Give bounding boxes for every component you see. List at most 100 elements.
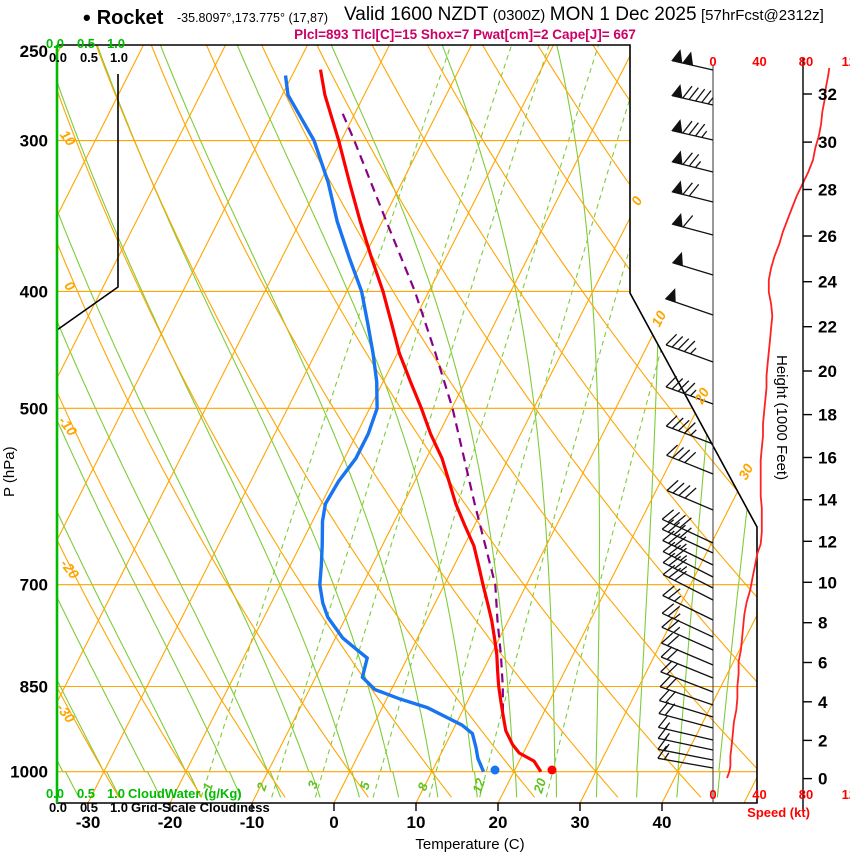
valid-zulu: (0300Z): [492, 7, 546, 24]
svg-text:0: 0: [329, 813, 338, 832]
svg-text:40: 40: [653, 813, 672, 832]
svg-text:30: 30: [818, 133, 837, 152]
svg-text:500: 500: [20, 399, 48, 418]
svg-text:1.0: 1.0: [107, 786, 125, 801]
svg-text:-20: -20: [57, 556, 82, 582]
svg-text:0.0: 0.0: [49, 800, 67, 815]
svg-text:10: 10: [57, 127, 79, 149]
wind-speed-curve: [726, 67, 831, 779]
svg-text:4: 4: [818, 693, 828, 712]
svg-text:Temperature (C): Temperature (C): [415, 836, 524, 853]
svg-text:0: 0: [709, 54, 716, 69]
svg-text:0.0: 0.0: [46, 786, 64, 801]
svg-text:Height (1000 Feet): Height (1000 Feet): [773, 355, 790, 480]
dewpoint-curve: [283, 75, 486, 773]
svg-text:1.0: 1.0: [110, 800, 128, 815]
svg-text:26: 26: [818, 227, 837, 246]
stability-parameters: Plcl=893 Tlcl[C]=15 Shox=7 Pwat[cm]=2 Ca…: [294, 27, 636, 42]
svg-text:20: 20: [530, 776, 549, 796]
svg-text:12: 12: [469, 776, 488, 795]
svg-text:22: 22: [818, 318, 837, 337]
svg-text:24: 24: [818, 273, 837, 292]
valid-main: Valid 1600 NZDT: [344, 4, 489, 25]
pressure-gridlines: [57, 140, 757, 773]
svg-text:28: 28: [818, 180, 837, 199]
svg-text:8: 8: [414, 780, 431, 792]
pressure-labels: 250 300 400 500 700 850 1000: [10, 42, 48, 782]
svg-text:300: 300: [20, 132, 48, 151]
svg-text:6: 6: [818, 654, 827, 673]
svg-text:120: 120: [842, 54, 850, 69]
speed-scale-labels: 0040408080120120Speed (kt): [709, 54, 850, 820]
svg-text:30: 30: [571, 813, 590, 832]
svg-text:120: 120: [842, 787, 850, 802]
svg-text:1: 1: [199, 781, 216, 793]
svg-text:400: 400: [20, 282, 48, 301]
svg-text:80: 80: [799, 787, 813, 802]
valid-fcst: [57hrFcst@2312z]: [701, 7, 824, 24]
cloud-scales: 0.00.00.00.00.50.50.50.51.01.01.01.0Clou…: [46, 36, 270, 815]
svg-text:0.0: 0.0: [49, 50, 67, 65]
svg-text:0: 0: [818, 770, 827, 789]
pressure-axis-title: P (hPa): [1, 446, 18, 497]
svg-text:P (hPa): P (hPa): [1, 446, 18, 497]
plot-frame: [56, 44, 758, 804]
svg-text:-20: -20: [158, 813, 183, 832]
station-title: • Rocket: [83, 5, 163, 31]
svg-text:-30: -30: [76, 813, 101, 832]
svg-text:850: 850: [20, 677, 48, 696]
parcel-ascent-curve: [340, 109, 504, 713]
svg-text:40: 40: [752, 787, 766, 802]
svg-text:0.5: 0.5: [80, 800, 98, 815]
svg-text:2: 2: [818, 731, 827, 750]
svg-text:Grid-Scale Cloudiness: Grid-Scale Cloudiness: [131, 800, 270, 815]
svg-text:0.5: 0.5: [77, 786, 95, 801]
svg-text:18: 18: [818, 406, 837, 425]
svg-text:0.0: 0.0: [46, 36, 64, 51]
svg-text:40: 40: [752, 54, 766, 69]
svg-text:20: 20: [489, 813, 508, 832]
svg-text:8: 8: [818, 614, 827, 633]
svg-text:20: 20: [690, 385, 712, 407]
svg-text:80: 80: [799, 54, 813, 69]
svg-text:10: 10: [407, 813, 426, 832]
svg-text:16: 16: [818, 448, 837, 467]
svg-text:1.0: 1.0: [107, 36, 125, 51]
svg-text:0.5: 0.5: [77, 36, 95, 51]
svg-text:700: 700: [20, 576, 48, 595]
svg-text:5: 5: [356, 779, 373, 791]
svg-text:2: 2: [253, 780, 270, 793]
skewt-background-lines: [57, 45, 757, 803]
svg-text:30: 30: [735, 461, 757, 482]
valid-date: MON 1 Dec 2025: [549, 4, 697, 25]
svg-text:10: 10: [648, 308, 670, 329]
svg-text:0: 0: [709, 787, 716, 802]
valid-time-title: Valid 1600 NZDT (0300Z) MON 1 Dec 2025 […: [344, 4, 824, 26]
svg-text:3: 3: [304, 778, 321, 790]
surface-dots: [490, 765, 557, 775]
moist-adiabats: [57, 45, 757, 798]
mixing-ratio-lines: [200, 45, 746, 798]
svg-text:250: 250: [20, 42, 48, 61]
svg-text:1.0: 1.0: [110, 50, 128, 65]
isotherms: [57, 45, 757, 803]
svg-text:CloudWater (g/Kg): CloudWater (g/Kg): [128, 786, 242, 801]
svg-text:10: 10: [818, 573, 837, 592]
svg-text:-10: -10: [240, 813, 265, 832]
svg-text:1000: 1000: [10, 763, 48, 782]
svg-text:Speed (kt): Speed (kt): [747, 805, 810, 820]
svg-text:0.5: 0.5: [80, 50, 98, 65]
temperature-curve: [318, 69, 543, 773]
temperature-axis: -30 -20 -10 0 10 20 30 40 Temperature (C): [76, 803, 672, 853]
station-name: Rocket: [96, 7, 164, 29]
svg-text:32: 32: [818, 85, 837, 104]
svg-text:12: 12: [818, 532, 837, 551]
height-axis-title: Height (1000 Feet): [773, 355, 790, 480]
svg-text:14: 14: [818, 491, 837, 510]
station-bullet-icon: •: [83, 5, 91, 30]
station-coords: -35.8097°,173.775° (17,87): [177, 11, 329, 25]
wind-barbs: [657, 49, 714, 769]
